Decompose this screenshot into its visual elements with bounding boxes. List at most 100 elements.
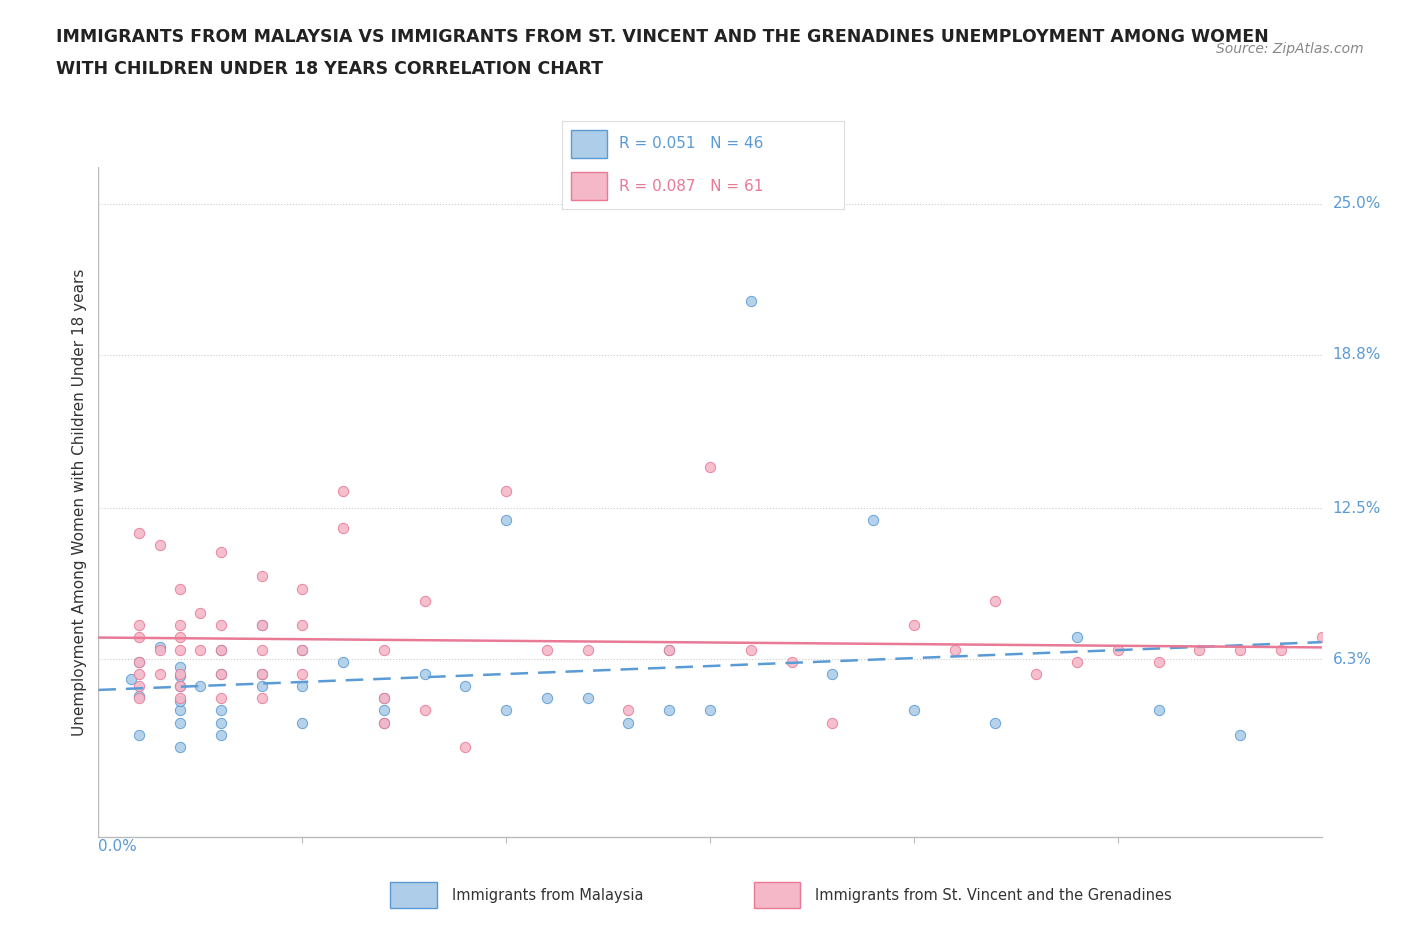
Point <box>332 654 354 669</box>
Text: WITH CHILDREN UNDER 18 YEARS CORRELATION CHART: WITH CHILDREN UNDER 18 YEARS CORRELATION… <box>56 60 603 78</box>
Point <box>291 642 314 657</box>
Point <box>250 667 273 682</box>
Point <box>209 642 232 657</box>
Point <box>188 605 212 620</box>
Point <box>128 654 150 669</box>
Point <box>169 642 191 657</box>
Point <box>454 679 477 694</box>
Point <box>780 654 803 669</box>
Point <box>169 581 191 596</box>
Point <box>821 715 844 730</box>
Point <box>617 715 640 730</box>
Point <box>373 642 395 657</box>
Point <box>658 642 681 657</box>
Point <box>169 693 191 708</box>
Point <box>169 618 191 632</box>
Point <box>291 581 314 596</box>
FancyBboxPatch shape <box>754 883 800 908</box>
Point <box>128 654 150 669</box>
Point <box>128 679 150 694</box>
Point <box>169 659 191 674</box>
Point <box>1310 630 1333 644</box>
Point <box>169 667 191 682</box>
Point <box>149 667 172 682</box>
Point <box>209 545 232 560</box>
Point <box>291 679 314 694</box>
FancyBboxPatch shape <box>571 172 607 201</box>
Point <box>250 642 273 657</box>
Text: IMMIGRANTS FROM MALAYSIA VS IMMIGRANTS FROM ST. VINCENT AND THE GRENADINES UNEMP: IMMIGRANTS FROM MALAYSIA VS IMMIGRANTS F… <box>56 28 1270 46</box>
Point <box>658 703 681 718</box>
Point <box>413 703 436 718</box>
Point <box>658 642 681 657</box>
Text: Immigrants from St. Vincent and the Grenadines: Immigrants from St. Vincent and the Gren… <box>815 887 1173 903</box>
Point <box>149 642 172 657</box>
Point <box>250 679 273 694</box>
Point <box>332 520 354 535</box>
Point <box>1229 642 1251 657</box>
Point <box>250 667 273 682</box>
Point <box>209 703 232 718</box>
Point <box>1147 703 1170 718</box>
Point <box>128 630 150 644</box>
Point <box>128 691 150 706</box>
Point <box>495 484 517 498</box>
Point <box>373 715 395 730</box>
Point <box>209 667 232 682</box>
Point <box>617 703 640 718</box>
Point <box>149 538 172 552</box>
Point <box>169 679 191 694</box>
Point <box>250 618 273 632</box>
Point <box>169 739 191 754</box>
Point <box>373 691 395 706</box>
Point <box>1025 667 1047 682</box>
Point <box>291 667 314 682</box>
Point <box>250 618 273 632</box>
Point <box>740 642 762 657</box>
Point <box>209 715 232 730</box>
Point <box>291 618 314 632</box>
Point <box>821 667 844 682</box>
Point <box>120 671 142 686</box>
Point <box>943 642 966 657</box>
Point <box>495 703 517 718</box>
Point <box>1229 727 1251 742</box>
Point <box>169 715 191 730</box>
Point <box>169 630 191 644</box>
Point <box>903 618 925 632</box>
Point <box>576 642 599 657</box>
Point <box>291 715 314 730</box>
Point <box>188 642 212 657</box>
Point <box>413 667 436 682</box>
Point <box>250 691 273 706</box>
Point <box>1107 642 1129 657</box>
Point <box>1270 642 1292 657</box>
Text: 18.8%: 18.8% <box>1333 348 1381 363</box>
Point <box>1066 654 1088 669</box>
Point <box>454 739 477 754</box>
FancyBboxPatch shape <box>391 883 436 908</box>
Point <box>862 513 884 528</box>
Point <box>209 642 232 657</box>
Point <box>984 715 1007 730</box>
Point <box>576 691 599 706</box>
Text: 12.5%: 12.5% <box>1333 500 1381 516</box>
Point <box>291 642 314 657</box>
Point <box>128 618 150 632</box>
Point <box>1147 654 1170 669</box>
Text: 25.0%: 25.0% <box>1333 196 1381 211</box>
Point <box>984 593 1007 608</box>
Point <box>128 727 150 742</box>
Point <box>188 679 212 694</box>
Point <box>373 691 395 706</box>
Point <box>169 679 191 694</box>
Point <box>250 569 273 584</box>
Point <box>169 703 191 718</box>
Point <box>209 691 232 706</box>
Point <box>209 618 232 632</box>
Text: 0.0%: 0.0% <box>98 839 138 854</box>
Point <box>699 459 721 474</box>
Point <box>332 484 354 498</box>
Point <box>699 703 721 718</box>
Point <box>373 703 395 718</box>
